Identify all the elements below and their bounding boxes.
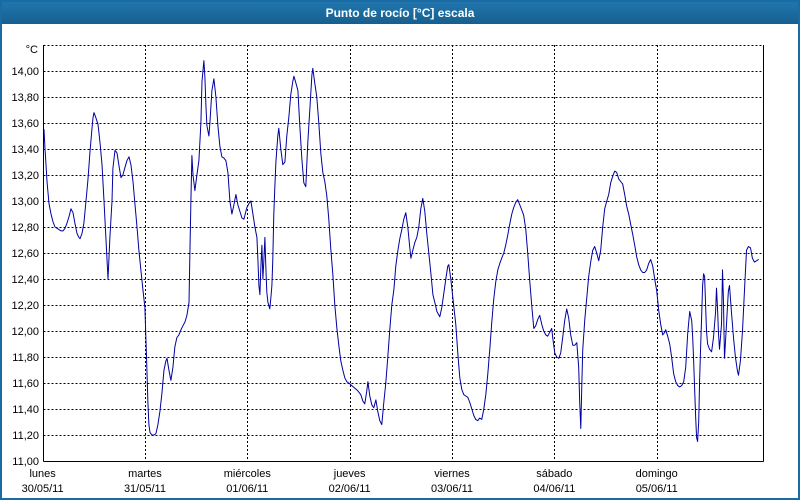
x-axis-date-label: 04/06/11	[533, 483, 575, 495]
window-title-bar: Punto de rocío [°C] escala	[2, 2, 798, 24]
x-axis-date-label: 01/06/11	[226, 483, 268, 495]
y-axis-tick-label: 14,00	[11, 66, 39, 78]
x-axis-date-label: 02/06/11	[329, 483, 371, 495]
x-axis-date-label: 30/05/11	[22, 483, 64, 495]
y-axis-tick-label: 11,80	[12, 352, 39, 364]
y-axis-tick-label: 13,60	[11, 118, 39, 130]
x-axis-day-label: miércoles	[224, 468, 272, 480]
y-axis-tick-label: 12,40	[11, 274, 39, 286]
y-axis-tick-label: 11,40	[12, 404, 39, 416]
y-axis-unit-label: °C	[26, 44, 38, 56]
y-axis-tick-label: 12,80	[11, 222, 39, 234]
dewpoint-series-line	[43, 60, 759, 442]
x-axis-day-label: domingo	[636, 468, 678, 480]
y-axis-tick-label: 13,20	[11, 170, 39, 182]
y-axis-tick-label: 11,20	[12, 430, 39, 442]
x-axis-date-label: 05/06/11	[636, 483, 678, 495]
x-axis-day-label: martes	[128, 468, 162, 480]
y-axis-tick-label: 13,80	[11, 92, 39, 104]
y-axis-tick-label: 12,60	[11, 248, 39, 260]
x-axis-date-label: 03/06/11	[431, 483, 473, 495]
x-axis-day-label: jueves	[333, 468, 366, 480]
y-axis-tick-label: 13,40	[11, 144, 39, 156]
window-title: Punto de rocío [°C] escala	[325, 6, 475, 20]
y-axis-tick-label: 12,20	[11, 300, 39, 312]
y-axis-tick-label: 13,00	[11, 196, 39, 208]
y-axis-tick-label: 12,00	[11, 326, 39, 338]
x-axis-day-label: lunes	[29, 468, 56, 480]
x-axis-day-label: sábado	[536, 468, 572, 480]
x-axis-date-label: 31/05/11	[124, 483, 166, 495]
y-axis-tick-label: 11,60	[12, 378, 39, 390]
x-axis-day-label: viernes	[434, 468, 470, 480]
y-axis-tick-label: 11,00	[12, 456, 39, 468]
